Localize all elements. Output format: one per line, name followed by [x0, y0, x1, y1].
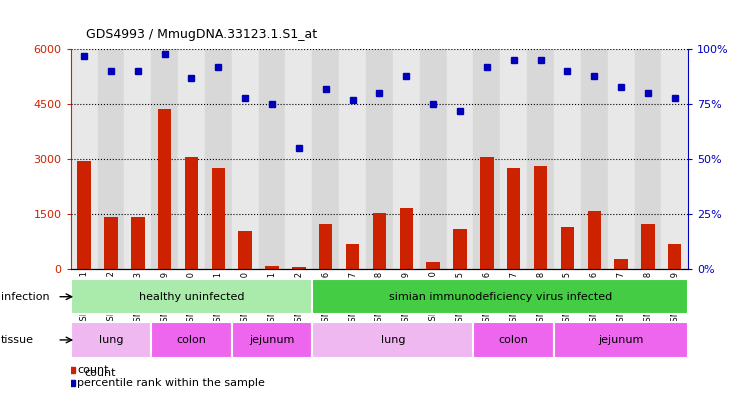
Text: jejunum: jejunum — [598, 335, 644, 345]
Bar — [232, 322, 312, 358]
Bar — [588, 211, 601, 269]
Bar — [104, 217, 118, 269]
Text: jejunum: jejunum — [249, 335, 295, 345]
Bar — [561, 228, 574, 269]
Bar — [453, 229, 466, 269]
Bar — [473, 322, 554, 358]
Bar — [312, 279, 688, 314]
Bar — [71, 49, 97, 269]
Bar — [71, 322, 151, 358]
Bar — [641, 224, 655, 269]
Text: simian immunodeficiency virus infected: simian immunodeficiency virus infected — [388, 292, 612, 302]
Bar — [151, 322, 232, 358]
Bar — [500, 49, 527, 269]
Bar — [312, 49, 339, 269]
Bar — [292, 267, 306, 269]
Bar — [319, 224, 333, 269]
Bar — [400, 208, 413, 269]
Bar — [205, 49, 232, 269]
Text: GDS4993 / MmugDNA.33123.1.S1_at: GDS4993 / MmugDNA.33123.1.S1_at — [86, 28, 317, 41]
Bar — [668, 244, 682, 269]
Bar — [473, 49, 500, 269]
Bar — [185, 156, 198, 269]
Bar — [393, 49, 420, 269]
Bar — [554, 322, 688, 358]
Bar — [480, 157, 493, 269]
Bar — [426, 263, 440, 269]
Bar — [339, 49, 366, 269]
Text: infection: infection — [1, 292, 49, 302]
Bar — [446, 49, 473, 269]
Text: lung: lung — [381, 335, 405, 345]
Bar — [373, 213, 386, 269]
Text: percentile rank within the sample: percentile rank within the sample — [77, 378, 266, 388]
Bar — [124, 49, 151, 269]
Bar — [581, 49, 608, 269]
Bar — [239, 231, 252, 269]
Text: count: count — [77, 365, 109, 375]
Bar — [420, 49, 446, 269]
Bar — [635, 49, 661, 269]
Bar — [615, 259, 628, 269]
Bar — [608, 49, 635, 269]
Bar — [77, 161, 91, 269]
Text: lung: lung — [99, 335, 124, 345]
Bar — [71, 279, 312, 314]
Bar — [266, 266, 279, 269]
Bar — [527, 49, 554, 269]
Bar — [534, 166, 548, 269]
Bar — [366, 49, 393, 269]
Bar — [178, 49, 205, 269]
Text: healthy uninfected: healthy uninfected — [138, 292, 244, 302]
Bar — [507, 168, 520, 269]
Bar — [554, 49, 581, 269]
Text: colon: colon — [176, 335, 206, 345]
Text: colon: colon — [498, 335, 529, 345]
Text: tissue: tissue — [1, 335, 33, 345]
Bar — [286, 49, 312, 269]
Bar — [661, 49, 688, 269]
Bar — [151, 49, 178, 269]
Bar — [158, 108, 171, 269]
Bar — [312, 322, 473, 358]
Text: count: count — [84, 368, 115, 378]
Bar — [211, 168, 225, 269]
Bar — [232, 49, 259, 269]
Bar — [97, 49, 124, 269]
Bar — [131, 217, 144, 269]
Bar — [259, 49, 286, 269]
Bar — [346, 244, 359, 269]
